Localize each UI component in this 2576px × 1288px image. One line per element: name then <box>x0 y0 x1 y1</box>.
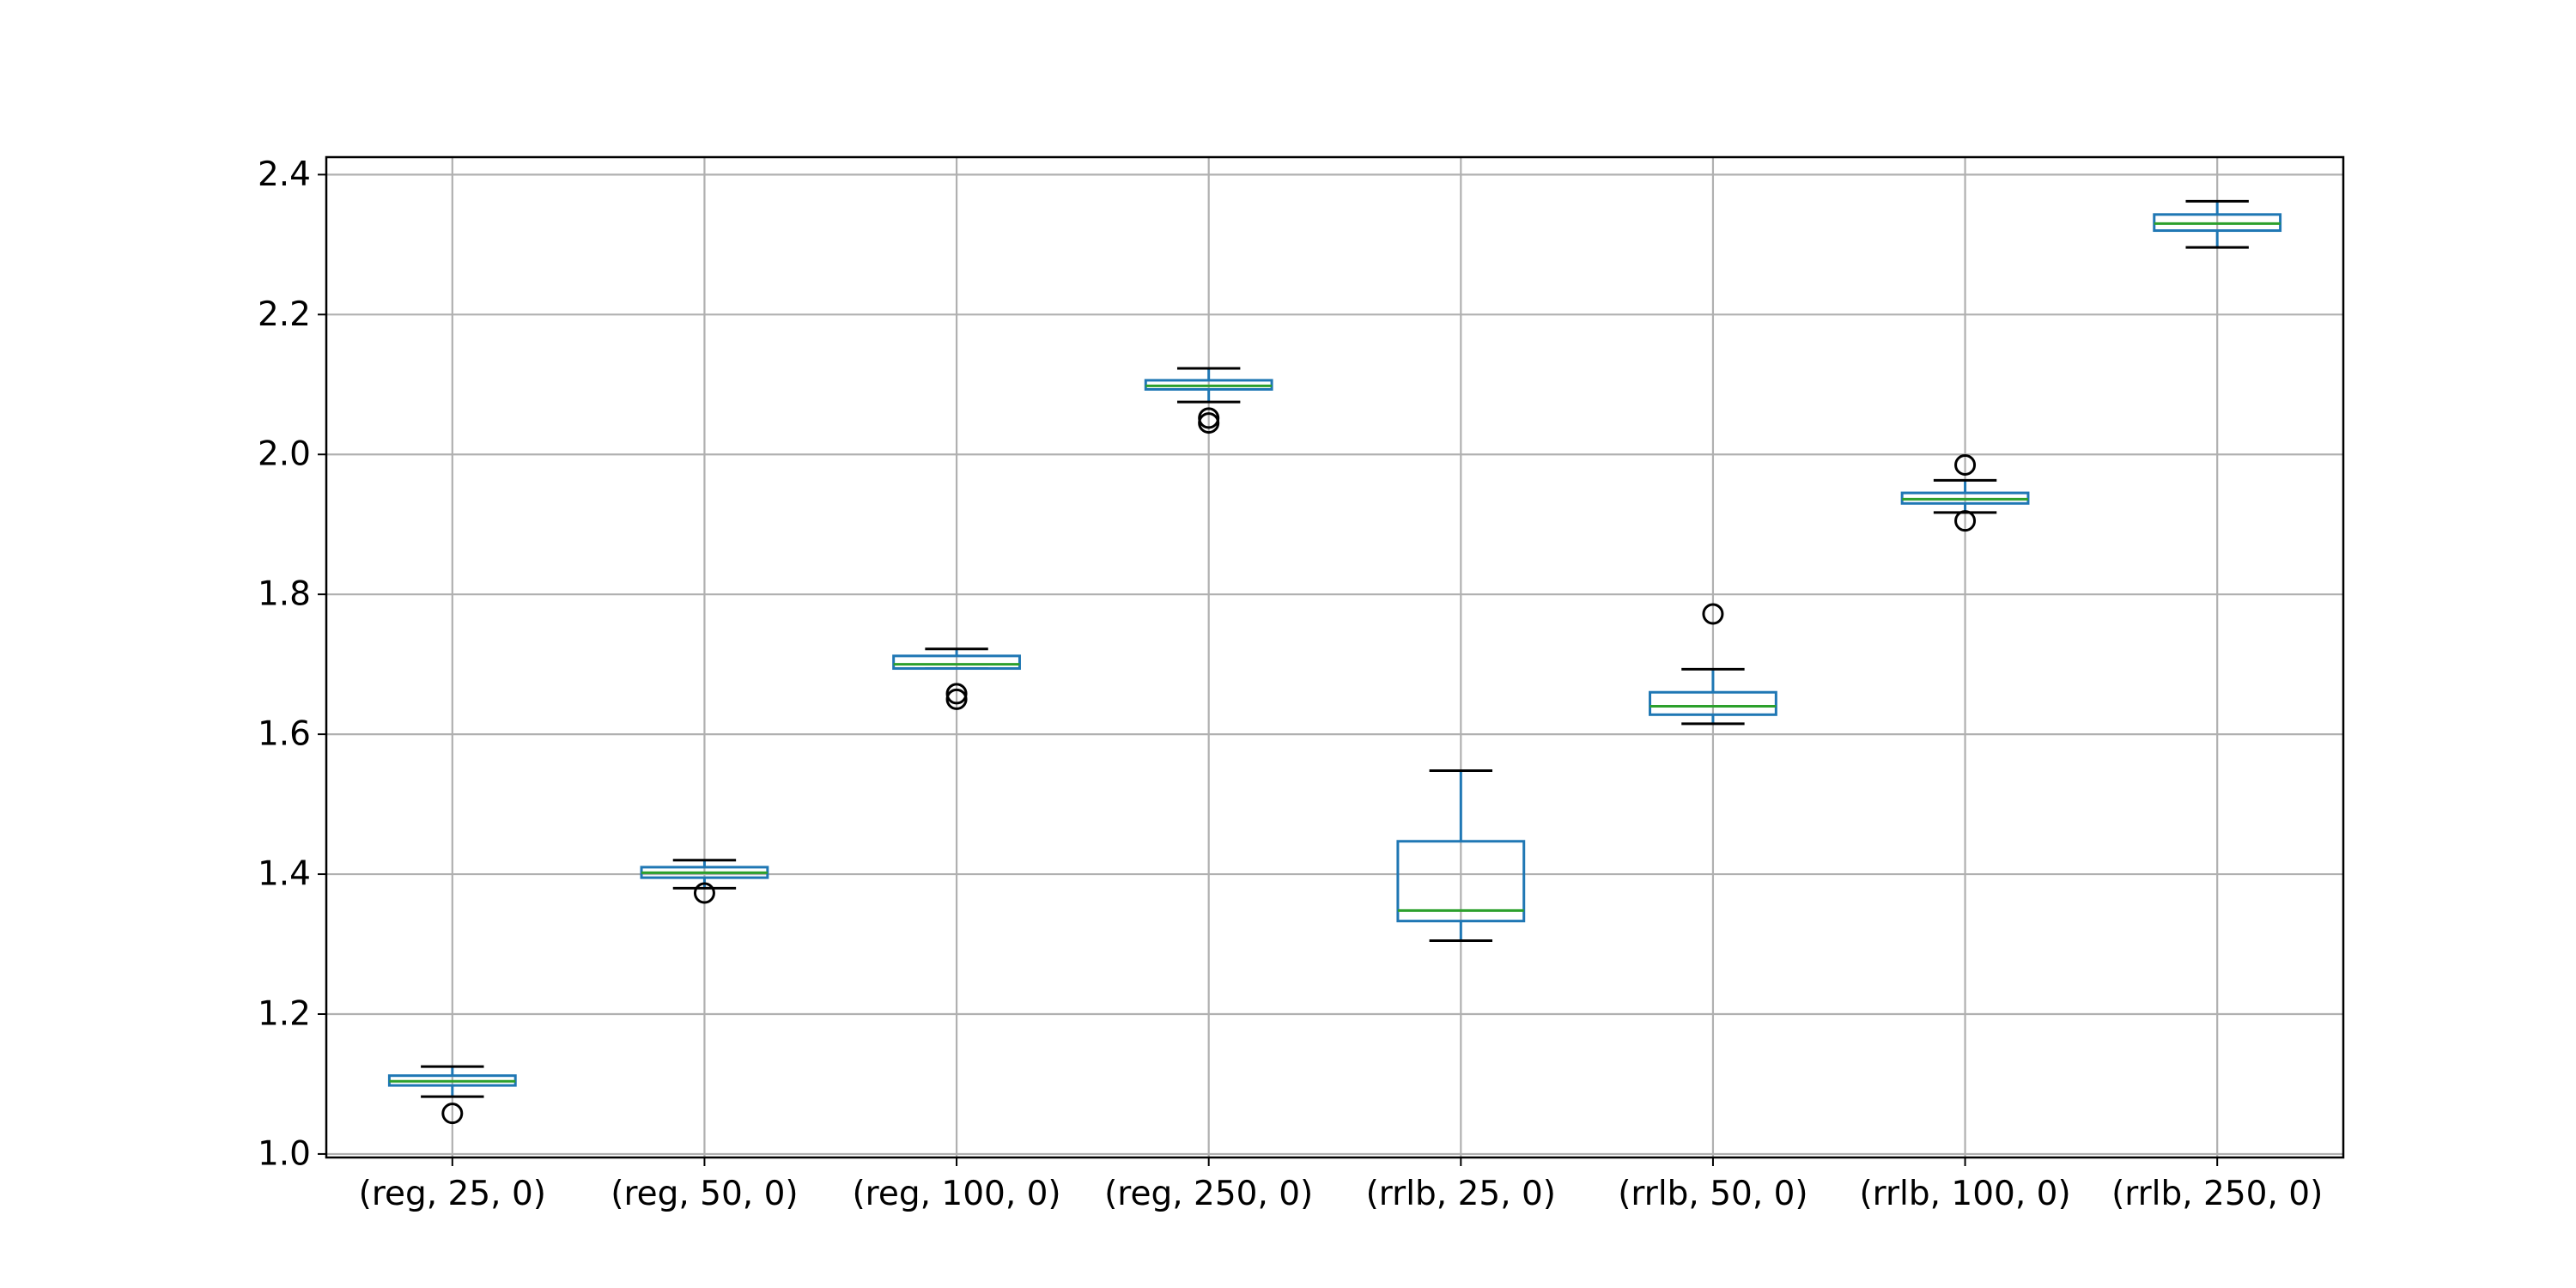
grid-lines <box>326 157 2343 1157</box>
y-tick-label: 2.0 <box>258 435 311 474</box>
y-tick-label: 1.4 <box>258 855 311 894</box>
outlier-point <box>1954 453 1977 476</box>
y-axis: 1.0 1.2 1.4 1.6 1.8 2.0 2.2 2.4 <box>258 155 326 1173</box>
x-tick-label: (rrlb, 250, 0) <box>2111 1175 2323 1213</box>
outlier-point <box>693 882 715 904</box>
x-tick-label: (rrlb, 25, 0) <box>1366 1175 1556 1213</box>
y-tick-label: 1.0 <box>258 1134 311 1173</box>
box-group <box>892 647 1021 710</box>
x-tick-label: (reg, 25, 0) <box>359 1175 546 1213</box>
outlier-point <box>945 688 968 710</box>
box-group <box>1396 769 1526 942</box>
y-tick-label: 2.2 <box>258 295 311 334</box>
box-group <box>387 1065 517 1125</box>
y-tick-label: 1.8 <box>258 575 311 614</box>
box-body <box>1396 840 1526 923</box>
outlier-point <box>1198 407 1220 429</box>
outlier-point <box>441 1103 464 1125</box>
box-body <box>892 654 1021 671</box>
box-group <box>2153 199 2282 249</box>
x-tick-label: (reg, 100, 0) <box>852 1175 1060 1213</box>
box-group <box>640 859 769 904</box>
x-axis: (reg, 25, 0) (reg, 50, 0) (reg, 100, 0) (re… <box>359 1157 2323 1213</box>
outlier-point <box>1702 603 1724 625</box>
plot-frame <box>325 155 2345 1159</box>
outlier-point <box>945 683 968 705</box>
x-tick-label: (reg, 50, 0) <box>611 1175 798 1213</box>
x-tick-label: (reg, 250, 0) <box>1104 1175 1313 1213</box>
box-group <box>1900 453 2030 532</box>
box-group <box>1144 367 1273 434</box>
x-tick-label: (rrlb, 100, 0) <box>1859 1175 2070 1213</box>
x-tick-label: (rrlb, 50, 0) <box>1618 1175 1807 1213</box>
y-tick-label: 1.2 <box>258 994 311 1033</box>
y-tick-label: 2.4 <box>258 155 311 194</box>
outlier-point <box>1954 510 1977 532</box>
boxes <box>387 199 2282 1125</box>
box-body <box>1649 690 1777 716</box>
y-tick-label: 1.6 <box>258 715 311 754</box>
box-group <box>1649 603 1777 726</box>
